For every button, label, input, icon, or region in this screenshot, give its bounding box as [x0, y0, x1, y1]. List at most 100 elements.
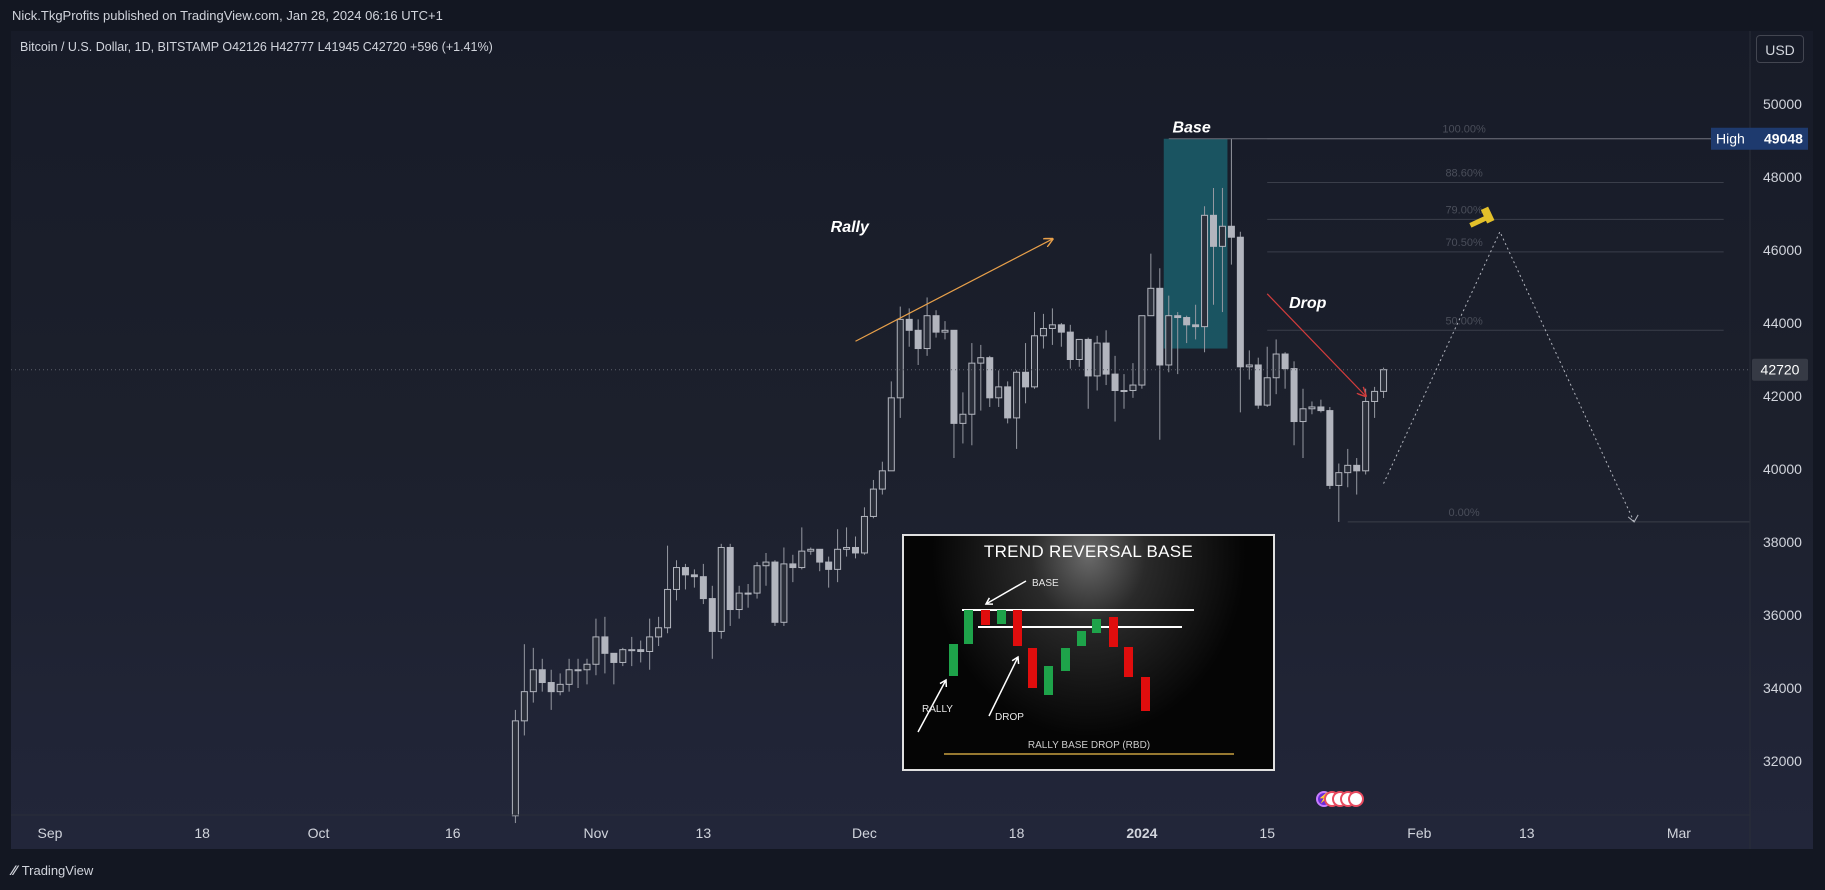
candle-down [914, 329, 922, 350]
candle-down [1281, 353, 1289, 370]
currency-button[interactable]: USD [1756, 35, 1804, 63]
candle-down [1236, 236, 1244, 368]
candle-up [1147, 287, 1155, 317]
candle-up [1075, 338, 1083, 360]
inset-candle-down [1109, 617, 1118, 647]
fib-level-label: 79.00% [1445, 204, 1483, 216]
inset-candle-up [1044, 666, 1053, 695]
candle-down [610, 652, 618, 663]
inset-candle-down [1141, 677, 1150, 711]
candle-up [1048, 324, 1056, 329]
base-label: Base [1172, 120, 1210, 137]
current-price-badge [1752, 358, 1808, 381]
candle-up [655, 627, 663, 638]
candle-up [753, 565, 761, 594]
footer-brand: TradingView [21, 862, 94, 878]
candle-down [1192, 324, 1200, 328]
candle-up [556, 683, 564, 693]
candle-up [520, 691, 528, 722]
candle-up [1120, 390, 1128, 393]
x-tick-label: Mar [1667, 825, 1691, 841]
candle-down [932, 315, 940, 333]
publish-bar: Nick.TkgProfits published on TradingView… [0, 0, 1825, 30]
candle-up [1263, 377, 1271, 406]
candle-up [744, 592, 752, 595]
candle-up [1371, 390, 1379, 402]
candle-up [1129, 384, 1137, 392]
candle-up [887, 397, 895, 472]
candle-down [1004, 386, 1012, 419]
candle-up [574, 669, 582, 672]
footer[interactable]: ⁄⁄ TradingView [12, 862, 93, 878]
y-tick-label: 42000 [1763, 388, 1802, 404]
candle-down [789, 563, 797, 569]
high-badge [1711, 127, 1808, 150]
candle-down [1317, 406, 1325, 412]
candle-down [699, 576, 707, 600]
candle-down [690, 574, 698, 578]
candles [511, 138, 1388, 824]
x-tick-label: Oct [308, 825, 330, 841]
inset-candle-up [1077, 631, 1086, 646]
candle-up [762, 561, 770, 567]
candle-down [771, 561, 779, 623]
annotations[interactable]: Rally Drop [831, 206, 1639, 523]
candle-up [923, 315, 931, 350]
candle-up [735, 592, 743, 611]
projection-path [1383, 230, 1635, 523]
fib-retracement[interactable]: 100.00% 88.60% 79.00% 70.50% 50.00% 0.00% [1267, 124, 1750, 523]
candle-up [511, 720, 519, 817]
candle-down [601, 636, 609, 654]
x-tick-label: 2024 [1126, 825, 1157, 841]
candle-up [1039, 327, 1047, 337]
fib-level-label: 0.00% [1448, 507, 1479, 519]
candle-up [1299, 408, 1307, 423]
candle-up [1138, 315, 1146, 386]
candle-up [628, 649, 636, 652]
candle-down [547, 682, 555, 693]
candle-down [1353, 464, 1361, 472]
inset-drop-arrow-head [1011, 655, 1020, 665]
candle-down [825, 561, 833, 570]
candle-up [646, 636, 654, 653]
inset-caption: RALLY BASE DROP (RBD) [1028, 740, 1150, 751]
inset-base-arrow [985, 580, 1027, 605]
us-flag-icon[interactable] [1348, 791, 1364, 807]
y-tick-label: 44000 [1763, 315, 1802, 331]
candle-up [673, 567, 680, 590]
x-tick-label: 18 [1009, 825, 1025, 841]
candle-down [1210, 214, 1217, 247]
x-tick-label: 15 [1259, 825, 1275, 841]
symbol-legend[interactable]: Bitcoin / U.S. Dollar, 1D, BITSTAMP O421… [20, 40, 493, 54]
candle-down [816, 548, 824, 563]
candle-up [959, 413, 967, 424]
candle-up [1245, 364, 1253, 368]
fib-level-label: 88.60% [1445, 167, 1483, 179]
inset-title: TREND REVERSAL BASE [983, 542, 1194, 561]
candle-up [977, 357, 985, 364]
candle-up [717, 546, 725, 632]
inset-rally-arrow [917, 679, 947, 733]
arrow-rally [855, 239, 1053, 342]
fib-level-label: 50.00% [1445, 315, 1483, 327]
inset-drop-arrow [988, 656, 1019, 717]
candle-down [1326, 410, 1334, 486]
tradingview-logo-icon: ⁄⁄ [12, 862, 17, 878]
candle-down [1174, 315, 1182, 319]
candle-up [834, 548, 842, 570]
economic-events[interactable]: ⚡ [1316, 791, 1364, 807]
projection-arrowhead [1627, 514, 1639, 523]
candle-up [619, 649, 627, 663]
high-value: 49048 [1764, 131, 1803, 147]
candle-up [1013, 371, 1021, 419]
inset-candle-down [1013, 610, 1022, 646]
candle-up [941, 329, 949, 333]
candle-down [1156, 287, 1164, 366]
candle-up [1272, 353, 1280, 379]
candle-down [1102, 342, 1110, 375]
candle-up [807, 548, 815, 552]
inset-candle-up [964, 610, 973, 644]
candle-up [1201, 214, 1209, 328]
inset-candle-up [949, 644, 958, 676]
